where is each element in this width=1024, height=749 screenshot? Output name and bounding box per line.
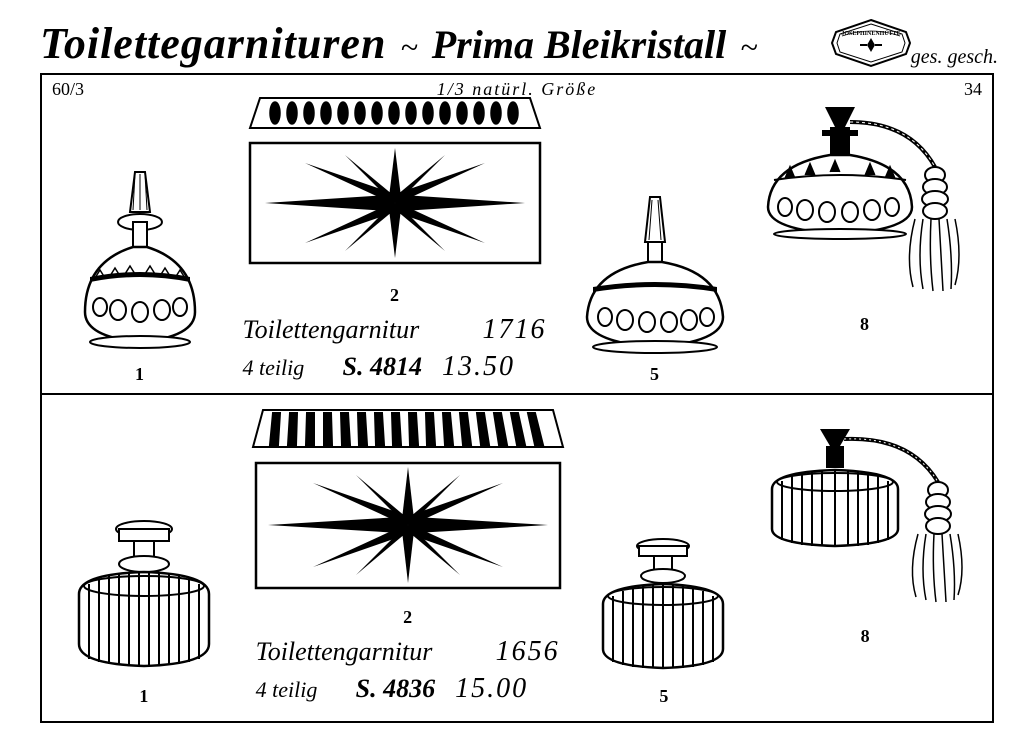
set-caption-1: Toilettengarnitur 1716 4 teilig S. 4814 … [243, 312, 547, 385]
catalog-frame: 60/3 1/3 natürl. Größe 34 [40, 73, 994, 723]
atomizer-ribbed-tassel-icon [760, 424, 970, 624]
set-panel-1: 1 [42, 105, 992, 395]
item-number: 1 [139, 686, 148, 707]
item-atomizer-ribbed-8: 8 [760, 424, 970, 647]
item-atomizer-8: 8 [760, 102, 970, 335]
page-header: Toilettegarnituren ~ Prima Bleikristall … [40, 10, 994, 73]
flacon-tall-icon [65, 162, 215, 362]
item-number: 1 [135, 364, 144, 385]
title-main: Toilettegarnituren [40, 18, 386, 69]
page-number-right: 34 [964, 79, 982, 100]
title-separator-2: ~ [740, 29, 757, 66]
ges-gesch-label: ges. gesch. [911, 46, 998, 69]
set-pieces: 4 teilig [243, 354, 323, 383]
set-price: 13.50 [442, 349, 515, 385]
set-pieces: 4 teilig [256, 676, 336, 705]
brand-logo: JOSEPHINENHÜTTE [828, 18, 914, 68]
item-box-ribbed-2: 2 Toilettengarnitur 1656 4 teilig S. 483… [248, 405, 568, 707]
title-separator: ~ [400, 29, 417, 66]
set-code: S. 4814 [343, 350, 422, 384]
set-code: S. 4836 [356, 672, 435, 706]
item-number: 5 [659, 686, 668, 707]
item-number: 8 [860, 314, 869, 335]
set-model: 1716 [483, 312, 547, 348]
catalog-page: Toilettegarnituren ~ Prima Bleikristall … [0, 0, 1024, 749]
item-flacon-5: 5 [575, 192, 735, 385]
title-sub: Prima Bleikristall [432, 21, 726, 68]
set-panel-2: 1 [42, 405, 992, 715]
box-starburst-icon [240, 93, 550, 283]
item-number: 2 [403, 607, 412, 628]
set-name: Toilettengarnitur [256, 635, 476, 669]
set-model: 1656 [496, 634, 560, 670]
set-price: 15.00 [455, 671, 528, 707]
set-caption-2: Toilettengarnitur 1656 4 teilig S. 4836 … [256, 634, 560, 707]
item-flacon-ribbed-1: 1 [64, 514, 224, 707]
item-flacon-1: 1 [65, 162, 215, 385]
flacon-ribbed-small-icon [591, 534, 736, 684]
flacon-wide-icon [575, 192, 735, 362]
logo-text: JOSEPHINENHÜTTE [841, 30, 900, 37]
flacon-ribbed-icon [64, 514, 224, 684]
page-code-left: 60/3 [52, 79, 84, 100]
item-number: 8 [861, 626, 870, 647]
box-starburst-ribbed-icon [248, 405, 568, 605]
set-name: Toilettengarnitur [243, 313, 463, 347]
item-number: 2 [390, 285, 399, 306]
atomizer-tassel-icon [760, 102, 970, 312]
item-number: 5 [650, 364, 659, 385]
item-box-2: 2 Toilettengarnitur 1716 4 teilig S. 481… [240, 93, 550, 385]
item-flacon-ribbed-5: 5 [591, 534, 736, 707]
